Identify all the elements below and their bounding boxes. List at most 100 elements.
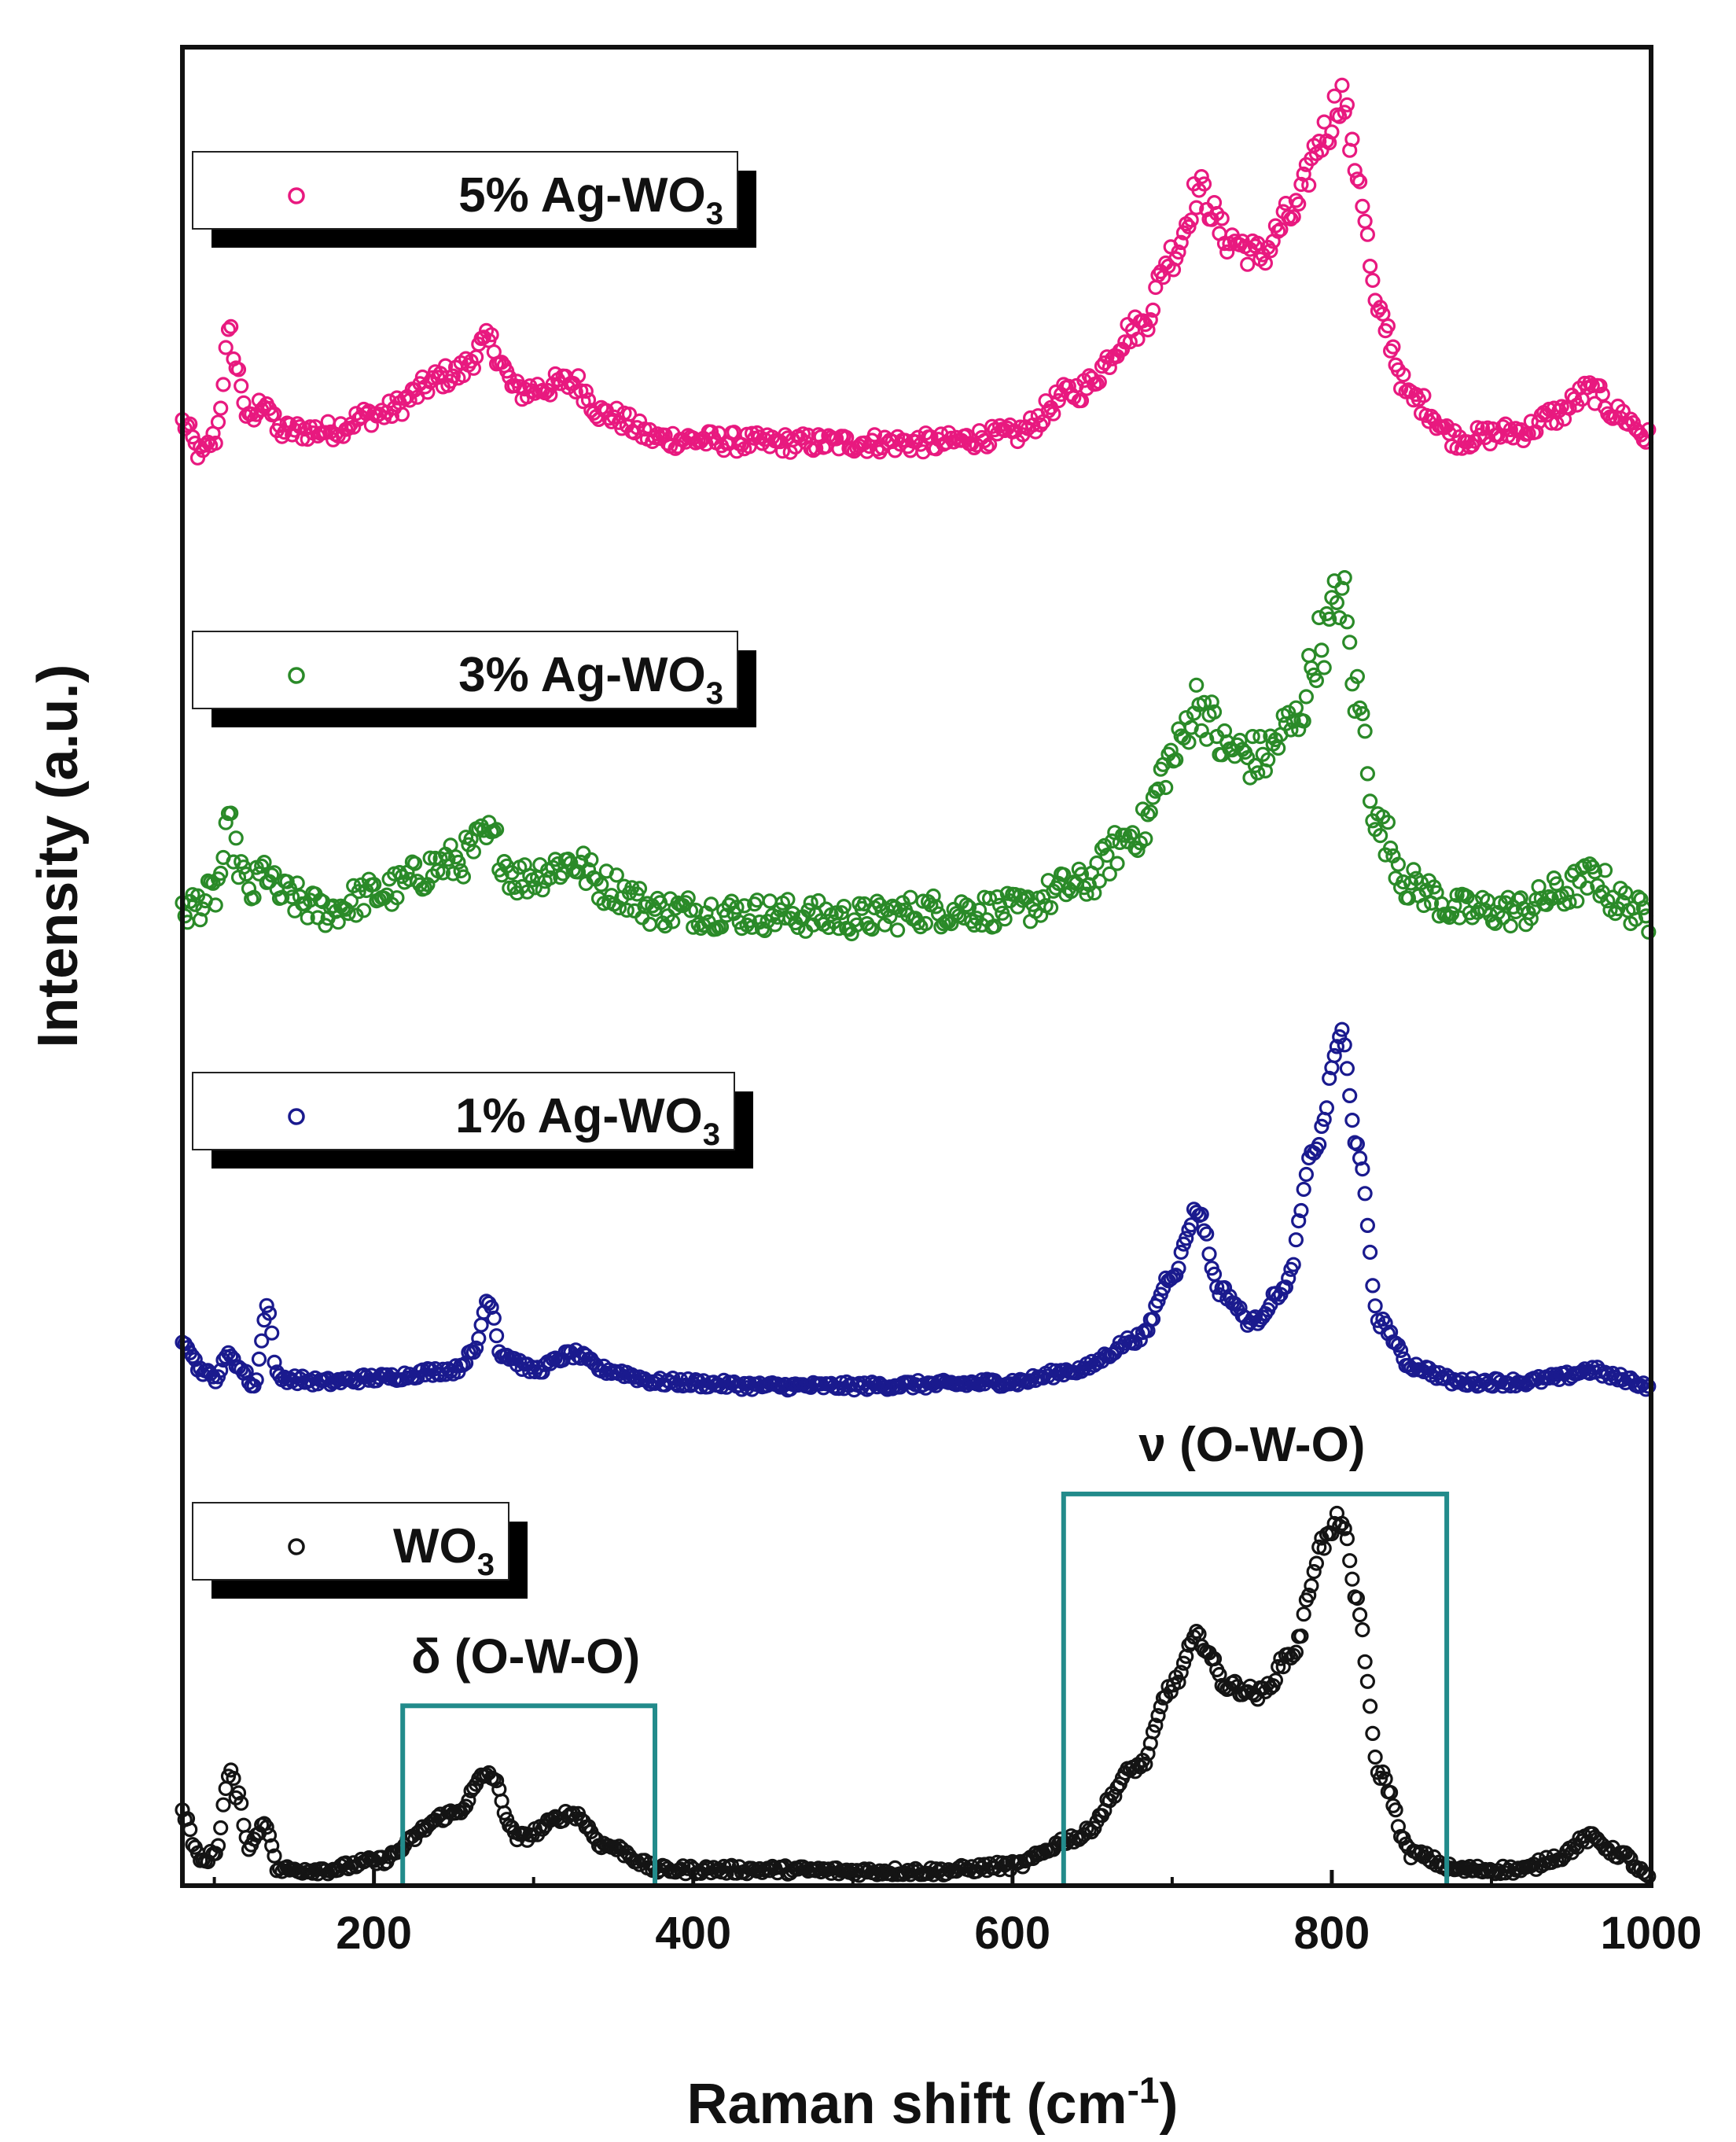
data-point (488, 1328, 505, 1344)
data-point (1372, 300, 1388, 315)
data-point (1285, 1257, 1301, 1272)
data-point (1334, 1021, 1350, 1037)
data-point (519, 884, 535, 900)
data-point (195, 901, 211, 917)
data-point (611, 900, 627, 916)
data-point (1342, 1553, 1358, 1569)
x-ticks: 200 400 600 800 1000 (212, 1870, 1702, 1959)
data-point (1559, 885, 1575, 901)
data-point (1365, 1725, 1381, 1741)
data-point (1365, 272, 1381, 289)
data-point (213, 1363, 229, 1378)
data-point (570, 864, 587, 880)
data-point (1308, 1555, 1325, 1571)
data-point (1199, 1226, 1215, 1242)
data-point (811, 892, 826, 909)
data-point (1349, 1590, 1366, 1606)
data-point (1587, 864, 1603, 880)
data-point (1173, 1665, 1189, 1680)
data-point (1181, 219, 1197, 234)
data-point (925, 888, 941, 904)
data-point (1367, 1749, 1383, 1765)
data-point (208, 897, 223, 913)
data-point (1168, 251, 1184, 267)
data-point (210, 1838, 226, 1853)
data-point (215, 1797, 231, 1813)
data-point (1250, 765, 1266, 781)
data-point (1288, 1644, 1304, 1660)
data-point (1288, 700, 1304, 716)
legend-box (192, 1502, 509, 1581)
data-point (729, 900, 745, 915)
data-point (631, 881, 648, 896)
data-point (261, 1305, 278, 1321)
x-tick-label: 200 (336, 1908, 412, 1959)
data-point (1148, 1717, 1164, 1733)
data-point (1097, 837, 1113, 854)
series-wo3 (175, 1505, 1657, 1884)
data-point (1168, 1268, 1184, 1283)
data-point (246, 889, 262, 906)
data-point (1326, 1047, 1342, 1064)
data-point (259, 1297, 274, 1313)
data-point (223, 318, 239, 334)
data-point (1140, 807, 1156, 823)
data-point (767, 917, 783, 933)
data-point (1352, 174, 1368, 190)
data-point (1267, 1673, 1284, 1688)
data-point (1032, 417, 1049, 433)
data-point (1142, 312, 1158, 328)
data-point (1396, 367, 1411, 383)
data-point (1109, 856, 1125, 871)
data-point (637, 899, 653, 915)
data-point (1158, 1270, 1174, 1286)
x-axis-title-sup: -1 (1127, 2070, 1160, 2111)
data-point (1158, 779, 1174, 796)
data-point (1528, 424, 1544, 440)
data-point (267, 1848, 282, 1864)
data-point (1150, 1708, 1166, 1724)
data-point (465, 844, 482, 859)
data-point (259, 1820, 274, 1835)
data-point (1245, 728, 1260, 745)
data-point (1334, 77, 1350, 94)
data-point (1561, 894, 1577, 911)
data-point (351, 884, 366, 900)
series-5-ag-wo3 (175, 77, 1657, 466)
data-point (1196, 1223, 1212, 1238)
data-point (1102, 866, 1117, 882)
data-point (1355, 705, 1370, 722)
legend-label-main: 5% Ag-WO (458, 168, 706, 223)
data-point (889, 922, 906, 938)
legend-box (192, 1072, 735, 1150)
legend-label: 5% Ag-WO3 (458, 168, 723, 231)
data-point (267, 865, 282, 881)
data-point (989, 1854, 1005, 1870)
data-point (254, 1333, 270, 1349)
legend-item: WO3 (192, 1502, 528, 1599)
data-point (1087, 1820, 1102, 1836)
data-point (1332, 609, 1348, 626)
legend-label-sub: 3 (477, 1548, 495, 1582)
data-point (1175, 1655, 1192, 1671)
data-point (461, 1792, 476, 1809)
data-point (264, 1325, 280, 1341)
annotation-layer: δ (O-W-O) ν (O-W-O) (400, 1418, 1450, 1889)
legend-item: 5% Ag-WO3 (192, 151, 756, 248)
data-point (1337, 1521, 1352, 1537)
data-point (251, 1351, 267, 1367)
data-point (1319, 1100, 1335, 1116)
data-point (394, 407, 410, 422)
data-point (1271, 1658, 1286, 1675)
legend-label-main: 1% Ag-WO (455, 1089, 703, 1143)
data-point (264, 867, 280, 883)
data-point (1183, 212, 1199, 228)
data-point (1633, 892, 1649, 907)
data-point (1329, 1039, 1345, 1054)
data-point (1543, 891, 1559, 907)
data-point (1444, 906, 1460, 922)
data-point (874, 1866, 890, 1882)
data-point (609, 400, 624, 416)
data-point (987, 918, 1002, 934)
legend-label: 3% Ag-WO3 (458, 648, 723, 711)
